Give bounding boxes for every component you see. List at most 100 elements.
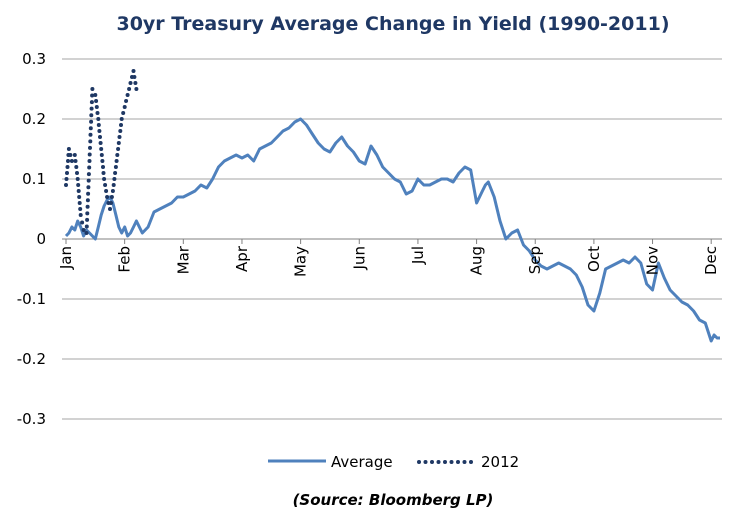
x-tick-label: May [292,246,310,277]
x-tick-label: Jan [57,246,75,270]
series-point-2012 [78,213,83,217]
series-point-2012 [75,171,79,175]
gridlines [62,58,722,420]
x-tick-label: Oct [585,246,603,272]
series-point-2012 [103,183,108,187]
x-tick-label: Apr [233,245,251,272]
legend-dot-2012 [430,460,434,464]
series-point-2012 [94,105,99,109]
series-point-2012 [86,191,91,196]
series-point-2012 [101,171,106,175]
series-point-2012 [113,165,118,169]
series-point-2012 [96,117,101,121]
series-point-2012 [124,99,129,103]
series-point-2012 [100,159,105,163]
legend-dot-2012 [456,460,460,464]
x-tick-label: Sep [526,246,544,274]
series-point-2012 [69,159,74,163]
x-tick-label: Mar [174,245,192,274]
series-point-2012 [113,171,118,175]
series-point-2012 [85,204,90,209]
series-point-2012 [86,172,91,177]
series-2012 [64,69,139,235]
legend-label-2012: 2012 [481,453,519,471]
x-tick-label: Feb [116,246,134,273]
y-axis-ticks: 0.3 0.2 0.1 0 -0.1 -0.2 -0.3 [17,50,46,428]
source-note: (Source: Bloomberg LP) [293,491,494,509]
series-point-2012 [133,81,138,85]
series-point-2012 [87,159,92,163]
series-point-2012 [109,201,113,205]
series-point-2012 [86,185,91,190]
y-tick-label: 0.2 [22,110,46,128]
series-point-2012 [134,87,139,91]
legend-dot-2012 [462,460,467,464]
x-tick-label: Dec [702,246,720,275]
y-tick-label: -0.3 [17,410,46,428]
legend-dot-2012 [423,460,428,464]
y-tick-label: 0.3 [22,50,46,68]
series-point-2012 [111,183,116,187]
chart-title: 30yr Treasury Average Change in Yield (1… [116,13,669,35]
legend-dot-2012 [417,460,421,464]
series-point-2012 [84,231,89,235]
y-tick-label: 0 [36,230,46,248]
series-point-2012 [97,129,102,133]
series-point-2012 [85,211,90,216]
x-tick-label: Jul [409,246,427,265]
series-point-2012 [76,183,81,187]
series-point-2012 [122,105,127,109]
series-point-2012 [88,139,93,144]
series-point-2012 [93,93,98,97]
legend-swatch-2012 [417,460,473,464]
series-point-2012 [90,93,95,98]
series-point-2012 [78,207,83,211]
series-point-2012 [98,141,103,145]
x-tick-label: Jun [350,246,368,270]
y-tick-label: -0.2 [17,350,46,368]
series-point-2012 [109,195,114,199]
series-point-2012 [128,81,133,85]
series-point-2012 [95,111,100,115]
series-point-2012 [68,153,73,157]
legend-dot-2012 [443,460,447,464]
x-axis-ticks: Jan Feb Mar Apr May Jun Jul Aug Sep Oct Nov Dec [57,239,720,277]
series-point-2012 [77,201,82,205]
series-point-2012 [131,69,136,73]
series-point-2012 [66,147,71,151]
x-tick-label: Nov [644,246,662,275]
series-point-2012 [77,195,82,199]
legend-dot-2012 [469,460,473,464]
y-tick-label: -0.1 [17,290,46,308]
y-tick-label: 0.1 [22,170,46,188]
series-point-2012 [101,165,105,169]
series-point-2012 [99,153,104,157]
series-point-2012 [89,113,94,118]
series-point-2012 [119,123,123,127]
series-point-2012 [127,87,132,91]
series-point-2012 [80,220,85,225]
series-point-2012 [102,177,107,181]
series-point-2012 [116,141,121,145]
legend: Average 2012 [268,453,519,471]
series [64,69,720,343]
series-point-2012 [87,152,92,157]
series-point-2012 [117,135,122,139]
series-point-2012 [73,159,78,163]
series-point-2012 [81,228,86,232]
series-point-2012 [76,189,81,193]
series-point-2012 [65,165,70,169]
series-point-2012 [132,75,137,79]
legend-dot-2012 [436,460,441,464]
series-point-2012 [86,178,91,183]
series-point-2012 [115,153,120,157]
series-point-2012 [104,189,109,193]
series-point-2012 [85,217,90,222]
series-point-2012 [99,147,104,151]
series-point-2012 [89,119,94,124]
series-point-2012 [96,123,101,127]
series-point-2012 [84,224,89,229]
series-point-2012 [85,198,90,203]
series-point-2012 [88,145,92,150]
